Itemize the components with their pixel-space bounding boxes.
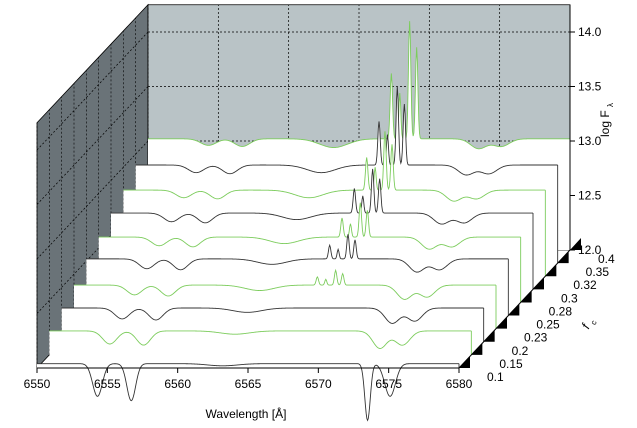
- spectrum-line: [49, 330, 472, 349]
- x-tick-label: 6550: [24, 377, 51, 391]
- side-grid-h-line: [36, 140, 149, 260]
- spectrum-line: [135, 86, 558, 176]
- z-tick-marker: [557, 251, 569, 264]
- z-tick-label: 0.1: [487, 370, 504, 384]
- z-tick-label: 0.32: [573, 278, 597, 292]
- x-tick-label: 6575: [375, 377, 402, 391]
- side-grid-h-line: [36, 31, 149, 151]
- y-tick-label: 14.0: [578, 25, 602, 39]
- z-tick-marker: [570, 238, 581, 250]
- y-axis-title: log F λ: [598, 103, 615, 137]
- x-tick-label: 6555: [94, 377, 121, 391]
- z-tick-marker: [545, 264, 557, 277]
- spectrum-0.15: [49, 330, 472, 355]
- y-tick-label: 13.0: [578, 134, 602, 148]
- spectrum-line: [98, 202, 521, 250]
- x-tick-label: 6570: [305, 377, 332, 391]
- y-axis-title-main: log F: [598, 110, 612, 137]
- spectrum-line: [74, 268, 496, 300]
- z-tick-marker: [496, 316, 507, 329]
- z-tick-label: 0.2: [512, 344, 529, 358]
- spectrum-line: [111, 168, 533, 225]
- svg-text:f c: f c: [579, 315, 599, 332]
- spectra-group: [37, 21, 571, 422]
- z-tick-marker: [508, 303, 520, 316]
- z-tick-marker: [471, 342, 483, 355]
- z-tick-label: 0.28: [549, 304, 573, 318]
- x-tick-label: 6580: [446, 377, 473, 391]
- z-tick-label: 0.4: [598, 252, 615, 266]
- z-tick-label: 0.25: [536, 318, 560, 332]
- x-axis-title: Wavelength [Å]: [206, 406, 287, 421]
- z-tick-marker: [533, 277, 544, 290]
- spectrum-line: [123, 131, 546, 202]
- z-tick-label: 0.23: [524, 331, 548, 345]
- z-tick-label: 0.15: [499, 357, 523, 371]
- y-tick-label: 12.0: [578, 243, 602, 257]
- spectrum-line: [86, 234, 509, 273]
- z-tick-marker: [459, 356, 470, 368]
- z-axis-title-sub: c: [589, 319, 599, 327]
- x-tick-label: 6560: [164, 377, 191, 391]
- chart-axes: 6550 6555 6560 6565 6570 6575 6580 12.0 12.5 13.0…: [24, 4, 615, 391]
- y-axis-title-sub: λ: [606, 103, 615, 107]
- z-tick-label: 0.3: [561, 291, 578, 305]
- z-tick-marker: [483, 329, 495, 342]
- y-tick-label: 12.5: [578, 189, 602, 203]
- y-tick-label: 13.5: [578, 80, 602, 94]
- spectrum-line: [148, 21, 570, 150]
- svg-text:log F λ: log F λ: [598, 103, 615, 137]
- z-tick-label: 0.35: [586, 265, 610, 279]
- x-tick-label: 6565: [235, 377, 262, 391]
- z-axis-title: f c: [579, 315, 599, 332]
- side-grid-h-line: [36, 195, 149, 314]
- side-grid-h-line: [36, 86, 149, 205]
- z-tick-marker: [520, 290, 532, 303]
- spectrum-line: [61, 307, 484, 324]
- spectrum-fill: [49, 330, 472, 355]
